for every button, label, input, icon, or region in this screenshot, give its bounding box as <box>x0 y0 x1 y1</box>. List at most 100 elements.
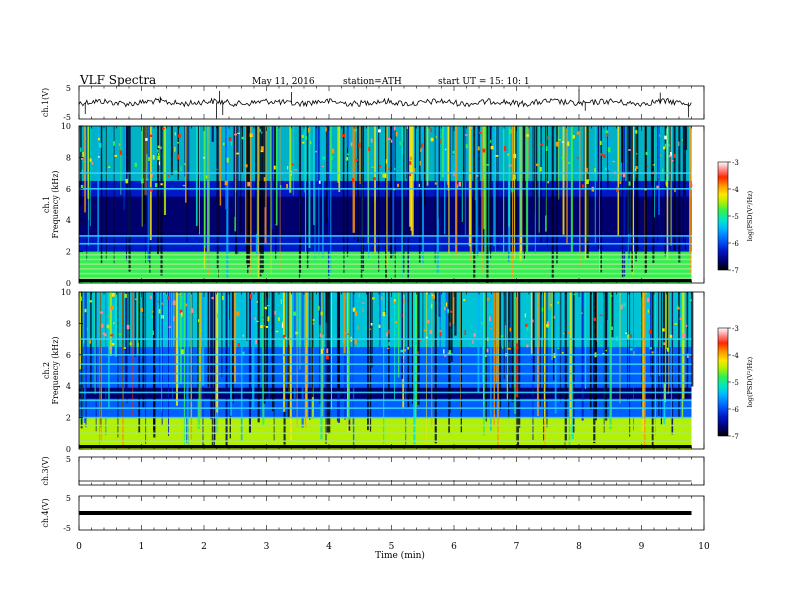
sferic-streak <box>455 126 458 257</box>
spectral-speckle <box>535 163 539 166</box>
spectral-speckle <box>83 338 85 344</box>
spectral-speckle <box>237 343 240 347</box>
sferic-streak <box>486 126 489 283</box>
sferic-streak <box>441 126 444 178</box>
sferic-streak <box>662 292 666 383</box>
sferic-streak <box>684 126 687 250</box>
sferic-streak <box>301 292 304 428</box>
sferic-streak <box>460 292 462 433</box>
spectral-speckle <box>463 298 466 301</box>
spectral-speckle <box>262 325 265 327</box>
sferic-streak <box>120 126 122 195</box>
spectral-speckle <box>167 174 170 177</box>
spectral-speckle <box>386 332 389 337</box>
spectral-speckle <box>634 168 637 172</box>
sferic-streak <box>259 126 262 277</box>
colorbar-tick-label: -5 <box>732 213 739 221</box>
spectral-speckle <box>472 340 474 344</box>
spectral-speckle <box>431 294 434 297</box>
sferic-streak <box>114 292 117 357</box>
sferic-streak <box>330 126 332 275</box>
sferic-streak <box>195 126 198 227</box>
sferic-streak <box>203 126 206 249</box>
sferic-streak <box>383 292 385 444</box>
spectral-speckle <box>395 131 398 137</box>
spectral-speckle <box>241 136 245 140</box>
spectral-speckle <box>247 181 251 187</box>
spectral-speckle <box>151 173 153 177</box>
sferic-streak <box>532 126 534 199</box>
spectral-speckle <box>526 344 529 348</box>
sferic-streak <box>225 126 227 210</box>
spectral-speckle <box>358 293 360 298</box>
spectral-speckle <box>662 328 665 332</box>
spectral-speckle <box>262 316 264 318</box>
sferic-streak <box>394 126 396 280</box>
y-axis-label: ch.3(V) <box>41 456 50 485</box>
spectral-speckle <box>318 180 321 184</box>
sferic-streak <box>543 292 546 422</box>
spectral-speckle <box>610 295 613 297</box>
colorbar-tick-label: -3 <box>732 325 739 333</box>
spectral-speckle <box>176 142 179 144</box>
spectral-speckle <box>649 347 653 350</box>
sferic-streak <box>197 292 201 429</box>
spectral-speckle <box>323 347 325 350</box>
sferic-streak <box>213 292 215 444</box>
spectral-speckle <box>81 169 84 175</box>
spectral-speckle <box>600 344 602 346</box>
sferic-streak <box>336 292 338 422</box>
sferic-streak <box>606 292 608 321</box>
sferic-streak <box>407 292 410 408</box>
sferic-streak <box>79 292 82 370</box>
spectral-speckle <box>140 307 143 313</box>
spectral-speckle <box>541 307 544 312</box>
sferic-streak <box>609 292 612 430</box>
sferic-streak <box>231 292 234 399</box>
sferic-streak <box>418 126 421 263</box>
sferic-streak <box>665 292 667 350</box>
spectral-speckle <box>526 327 529 331</box>
tonal-line <box>79 440 692 442</box>
sferic-streak <box>533 292 535 382</box>
spectral-speckle <box>553 315 555 319</box>
spectral-speckle <box>486 298 490 301</box>
sferic-streak <box>263 126 266 208</box>
sferic-streak <box>516 292 518 344</box>
sferic-streak <box>125 126 128 261</box>
sferic-streak <box>271 292 273 363</box>
spectral-speckle <box>184 163 187 166</box>
spectral-speckle <box>293 311 296 316</box>
spectral-speckle <box>586 179 589 184</box>
sferic-streak <box>230 292 233 416</box>
sferic-streak <box>160 126 163 276</box>
sferic-streak <box>464 126 467 237</box>
spectral-speckle <box>648 329 652 334</box>
spectral-speckle <box>490 145 494 150</box>
spectral-speckle <box>145 138 148 141</box>
spectral-speckle <box>524 313 527 318</box>
sferic-streak <box>490 292 492 431</box>
sferic-streak <box>403 126 405 273</box>
spectral-speckle <box>508 164 512 167</box>
spectral-speckle <box>423 329 426 332</box>
spectral-speckle <box>152 330 154 336</box>
sferic-streak <box>414 126 416 197</box>
sferic-streak <box>221 292 223 378</box>
sferic-streak <box>644 126 647 274</box>
spectral-speckle <box>388 341 390 346</box>
sferic-streak <box>435 292 437 431</box>
x-tick-label: 8 <box>576 542 582 552</box>
sferic-streak <box>262 126 264 208</box>
spectral-speckle <box>358 142 361 148</box>
sferic-streak <box>197 292 199 399</box>
spectral-speckle <box>616 187 619 193</box>
sferic-streak <box>651 292 654 447</box>
sferic-streak <box>216 126 218 270</box>
spectral-speckle <box>173 316 175 321</box>
spectral-speckle <box>562 332 565 334</box>
spectral-speckle <box>473 333 476 337</box>
sferic-streak <box>583 126 585 209</box>
sferic-streak <box>288 292 291 345</box>
sferic-streak <box>417 292 420 405</box>
